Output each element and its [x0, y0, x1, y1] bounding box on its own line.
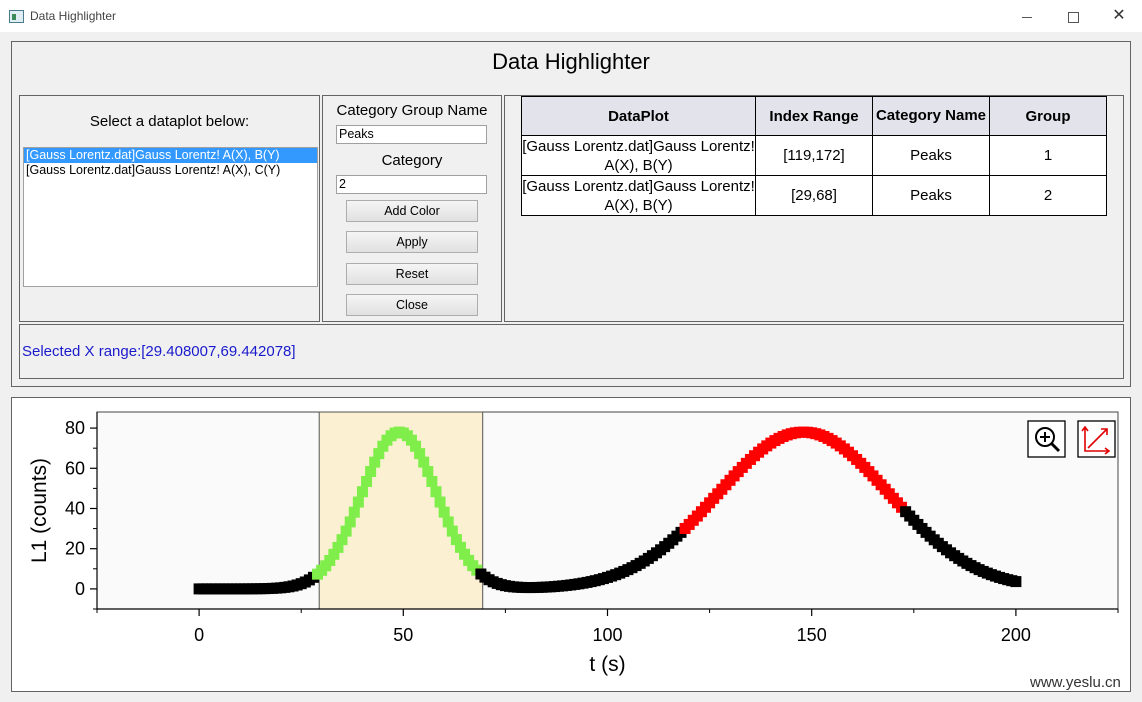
data-point: [1010, 576, 1022, 588]
status-panel: Selected X range:[29.408007,69.442078]: [19, 324, 1124, 379]
data-point: [430, 486, 442, 498]
table-cell-group: 1: [989, 135, 1107, 176]
data-point: [373, 448, 385, 460]
dataplot-item-1[interactable]: [Gauss Lorentz.dat]Gauss Lorentz! A(X), …: [24, 148, 317, 163]
y-tick-label: 0: [75, 579, 85, 599]
close-button[interactable]: Close: [346, 294, 478, 316]
x-axis-label: t (s): [589, 653, 625, 676]
reset-button[interactable]: Reset: [346, 263, 478, 285]
rescale-axes-button[interactable]: [1077, 420, 1116, 458]
rescale-axes-icon: [1081, 425, 1111, 455]
data-point: [418, 456, 430, 468]
close-icon: ✕: [1112, 7, 1126, 24]
maximize-icon: [1067, 11, 1079, 23]
table-cell-index-range: [29,68]: [755, 175, 873, 216]
x-tick-label: 100: [592, 625, 622, 645]
data-point: [446, 525, 458, 537]
watermark: www.yeslu.cn: [1030, 674, 1121, 691]
data-point: [410, 440, 422, 452]
data-point: [442, 516, 454, 528]
app-icon: [9, 10, 24, 23]
table-header-row: DataPlot Index Range Category Name Group: [521, 96, 1107, 136]
data-point: [369, 456, 381, 468]
zoom-button[interactable]: [1027, 420, 1066, 458]
window-title: Data Highlighter: [30, 9, 117, 23]
data-point: [459, 548, 471, 560]
data-point: [352, 496, 364, 508]
minimize-icon: [1022, 16, 1032, 18]
highlight-table: DataPlot Index Range Category Name Group…: [521, 96, 1107, 216]
data-point: [405, 434, 417, 446]
table-cell-category-name: Peaks: [872, 135, 990, 176]
x-tick-label: 200: [1001, 625, 1031, 645]
data-point: [422, 465, 434, 477]
y-tick-label: 80: [65, 418, 85, 438]
x-tick-label: 50: [393, 625, 413, 645]
data-point: [340, 525, 352, 537]
table-row[interactable]: [Gauss Lorentz.dat]Gauss Lorentz! A(X), …: [521, 135, 1107, 176]
data-point: [426, 475, 438, 487]
select-dataplot-label: Select a dataplot below:: [89, 113, 250, 130]
data-point: [336, 534, 348, 546]
dialog-title: Data Highlighter: [492, 49, 650, 74]
data-point: [344, 516, 356, 528]
category-group-name-label: Category Group Name: [336, 102, 488, 119]
data-point: [434, 496, 446, 508]
data-point: [361, 475, 373, 487]
table-row[interactable]: [Gauss Lorentz.dat]Gauss Lorentz! A(X), …: [521, 175, 1107, 216]
dataplot-item-2[interactable]: [Gauss Lorentz.dat]Gauss Lorentz! A(X), …: [26, 163, 281, 177]
data-point: [365, 466, 377, 478]
graph-svg[interactable]: 0 50 100 150 200 0 20 40 60 80 t (s) L1 (counts): [12, 398, 1130, 692]
close-window-button[interactable]: ✕: [1096, 0, 1142, 32]
data-point: [414, 448, 426, 460]
title-bar: Data Highlighter ✕: [0, 0, 1142, 32]
x-tick-label: 150: [797, 625, 827, 645]
y-tick-label: 40: [65, 498, 85, 518]
data-point: [454, 541, 466, 553]
table-cell-index-range: [119,172]: [755, 135, 873, 176]
column-header[interactable]: DataPlot: [521, 96, 756, 136]
data-point: [356, 486, 368, 498]
selected-range-status: Selected X range:[29.408007,69.442078]: [22, 343, 296, 360]
x-tick-label: 0: [194, 625, 204, 645]
dataplot-panel: Select a dataplot below: [Gauss Lorentz.…: [19, 95, 320, 322]
y-tick-label: 20: [65, 539, 85, 559]
add-color-button[interactable]: Add Color: [346, 200, 478, 222]
zoom-in-icon: [1035, 427, 1061, 453]
y-tick-label: 60: [65, 458, 85, 478]
column-header[interactable]: Group: [989, 96, 1107, 136]
table-panel: DataPlot Index Range Category Name Group…: [504, 95, 1124, 322]
data-point: [332, 541, 344, 553]
maximize-button[interactable]: [1050, 0, 1096, 32]
category-input[interactable]: 2: [336, 175, 487, 194]
apply-button[interactable]: Apply: [346, 231, 478, 253]
table-cell-group: 2: [989, 175, 1107, 216]
data-point: [348, 506, 360, 518]
highlight-region[interactable]: [318, 411, 484, 610]
column-header[interactable]: Category Name: [872, 96, 990, 136]
dialog-panel: [11, 41, 1131, 387]
category-group-name-input[interactable]: Peaks: [336, 125, 487, 144]
minimize-button[interactable]: [1004, 0, 1050, 32]
y-axis-label: L1 (counts): [28, 458, 51, 563]
table-cell-category-name: Peaks: [872, 175, 990, 216]
data-point: [328, 548, 340, 560]
dataplot-list[interactable]: [Gauss Lorentz.dat]Gauss Lorentz! A(X), …: [23, 147, 318, 287]
column-header[interactable]: Index Range: [755, 96, 873, 136]
data-point: [324, 554, 336, 566]
category-panel: Category Group Name Peaks Category 2 Add…: [322, 95, 502, 322]
data-point: [450, 534, 462, 546]
category-label: Category: [381, 152, 443, 169]
data-point: [377, 440, 389, 452]
table-cell-dataplot: [Gauss Lorentz.dat]Gauss Lorentz! A(X), …: [521, 175, 756, 216]
table-cell-dataplot: [Gauss Lorentz.dat]Gauss Lorentz! A(X), …: [521, 135, 756, 176]
data-point: [438, 506, 450, 518]
